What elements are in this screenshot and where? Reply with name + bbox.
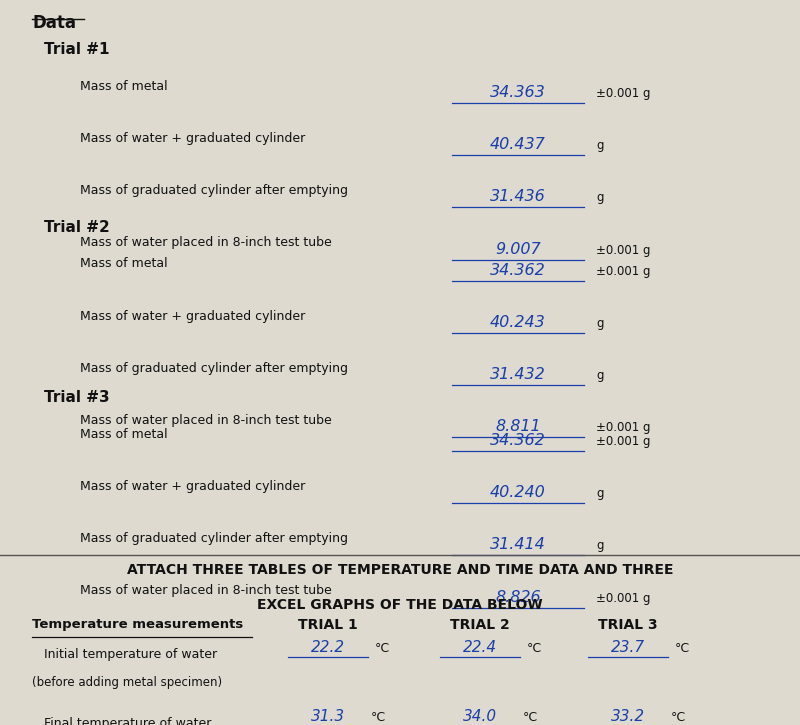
- Text: 34.362: 34.362: [490, 433, 546, 448]
- Text: 8.811: 8.811: [495, 419, 541, 434]
- Text: °C: °C: [370, 711, 386, 724]
- Text: 23.7: 23.7: [611, 640, 645, 655]
- Text: g: g: [596, 539, 603, 552]
- Text: 22.4: 22.4: [463, 640, 497, 655]
- Text: 40.243: 40.243: [490, 315, 546, 330]
- Text: g: g: [596, 317, 603, 330]
- Text: TRIAL 1: TRIAL 1: [298, 618, 358, 631]
- Text: EXCEL GRAPHS OF THE DATA BELOW: EXCEL GRAPHS OF THE DATA BELOW: [257, 598, 543, 612]
- Text: Mass of metal: Mass of metal: [80, 80, 168, 93]
- Text: °C: °C: [374, 642, 390, 655]
- Text: 31.436: 31.436: [490, 189, 546, 204]
- Text: °C: °C: [670, 711, 686, 724]
- Text: Mass of graduated cylinder after emptying: Mass of graduated cylinder after emptyin…: [80, 532, 348, 545]
- Text: 8.826: 8.826: [495, 589, 541, 605]
- Text: 40.240: 40.240: [490, 485, 546, 500]
- Text: Mass of metal: Mass of metal: [80, 257, 168, 270]
- Text: 34.0: 34.0: [463, 709, 497, 724]
- Text: TRIAL 2: TRIAL 2: [450, 618, 510, 631]
- Text: Trial #2: Trial #2: [44, 220, 110, 235]
- Text: ±0.001 g: ±0.001 g: [596, 421, 650, 434]
- Text: g: g: [596, 139, 603, 152]
- Text: °C: °C: [526, 642, 542, 655]
- Text: 22.2: 22.2: [311, 640, 345, 655]
- Text: Mass of water placed in 8-inch test tube: Mass of water placed in 8-inch test tube: [80, 584, 332, 597]
- Text: Trial #1: Trial #1: [44, 42, 110, 57]
- Text: Mass of water + graduated cylinder: Mass of water + graduated cylinder: [80, 480, 306, 493]
- Text: ±0.001 g: ±0.001 g: [596, 435, 650, 448]
- Text: 33.2: 33.2: [611, 709, 645, 724]
- Text: (before adding metal specimen): (before adding metal specimen): [32, 676, 222, 689]
- Text: °C: °C: [674, 642, 690, 655]
- Text: 9.007: 9.007: [495, 241, 541, 257]
- Text: Mass of graduated cylinder after emptying: Mass of graduated cylinder after emptyin…: [80, 184, 348, 197]
- Text: 34.362: 34.362: [490, 262, 546, 278]
- Text: ±0.001 g: ±0.001 g: [596, 244, 650, 257]
- Text: Mass of graduated cylinder after emptying: Mass of graduated cylinder after emptyin…: [80, 362, 348, 375]
- Text: Temperature measurements: Temperature measurements: [32, 618, 243, 631]
- Text: g: g: [596, 191, 603, 204]
- Text: Trial #3: Trial #3: [44, 390, 110, 405]
- Text: TRIAL 3: TRIAL 3: [598, 618, 658, 631]
- Text: Mass of water placed in 8-inch test tube: Mass of water placed in 8-inch test tube: [80, 414, 332, 427]
- Text: 40.437: 40.437: [490, 137, 546, 152]
- Text: 31.414: 31.414: [490, 537, 546, 552]
- Text: g: g: [596, 487, 603, 500]
- Text: g: g: [596, 369, 603, 382]
- Text: 31.3: 31.3: [311, 709, 345, 724]
- Text: 31.432: 31.432: [490, 367, 546, 382]
- Text: Mass of water + graduated cylinder: Mass of water + graduated cylinder: [80, 132, 306, 145]
- Text: Data: Data: [32, 14, 76, 33]
- Text: Mass of water + graduated cylinder: Mass of water + graduated cylinder: [80, 310, 306, 323]
- Text: ±0.001 g: ±0.001 g: [596, 265, 650, 278]
- Text: ±0.001 g: ±0.001 g: [596, 87, 650, 100]
- Text: 34.363: 34.363: [490, 85, 546, 100]
- Text: °C: °C: [522, 711, 538, 724]
- Text: Final temperature of water: Final temperature of water: [44, 717, 211, 725]
- Text: Initial temperature of water: Initial temperature of water: [44, 648, 217, 661]
- Text: ATTACH THREE TABLES OF TEMPERATURE AND TIME DATA AND THREE: ATTACH THREE TABLES OF TEMPERATURE AND T…: [126, 563, 674, 577]
- Text: ±0.001 g: ±0.001 g: [596, 592, 650, 605]
- Text: Mass of metal: Mass of metal: [80, 428, 168, 441]
- Text: Mass of water placed in 8-inch test tube: Mass of water placed in 8-inch test tube: [80, 236, 332, 249]
